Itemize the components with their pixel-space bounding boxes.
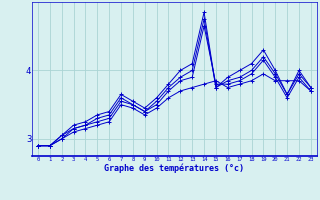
X-axis label: Graphe des températures (°c): Graphe des températures (°c) [104, 163, 244, 173]
